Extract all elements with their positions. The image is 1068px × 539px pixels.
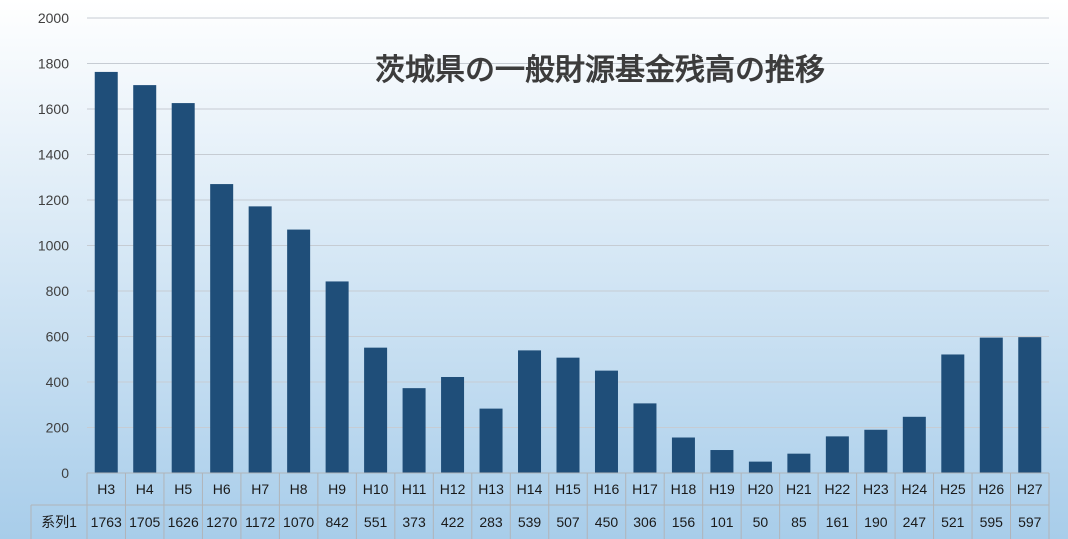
category-label: H9 [328,481,346,497]
data-value-label: 595 [980,514,1004,530]
y-axis-ticks: 0 200 400 600 800 1000 1200 1400 1600 1800 2000 [38,10,69,481]
y-tick-label: 400 [46,374,70,390]
bar-H13 [479,408,503,473]
bar-H24 [902,416,926,473]
data-value-label: 85 [791,514,807,530]
bar-H20 [748,461,772,473]
bar-H9 [325,281,349,473]
data-value-label: 842 [325,514,349,530]
data-value-label: 507 [556,514,580,530]
bar-H4 [133,85,157,474]
category-label: H7 [251,481,269,497]
bar-H21 [787,453,811,473]
y-tick-label: 200 [46,420,70,436]
bar-H6 [210,184,234,473]
data-value-label: 373 [402,514,426,530]
bar-H15 [556,357,580,473]
category-label: H6 [213,481,231,497]
data-value-label: 306 [633,514,657,530]
category-label: H21 [786,481,812,497]
category-label: H23 [863,481,889,497]
category-label: H11 [402,481,427,497]
data-value-label: 190 [864,514,888,530]
data-value-label: 1172 [245,514,275,530]
data-value-label: 539 [518,514,542,530]
bar-H7 [248,206,272,473]
y-tick-label: 1200 [38,192,69,208]
bar-H26 [979,337,1003,473]
data-value-label: 1705 [129,514,160,530]
data-value-label: 247 [903,514,927,530]
series-name-label: 系列1 [41,514,77,530]
category-label: H19 [709,481,735,497]
data-value-label: 283 [479,514,503,530]
chart-title: 茨城県の一般財源基金残高の推移 [375,53,825,88]
y-tick-label: 1600 [38,101,69,117]
category-label: H27 [1017,481,1043,497]
data-value-label: 101 [710,514,734,530]
bars [94,71,1042,474]
category-label: H25 [940,481,966,497]
y-tick-label: 1400 [38,147,69,163]
y-tick-label: 600 [46,329,70,345]
data-value-label: 521 [941,514,965,530]
category-label: H18 [671,481,697,497]
category-label: H4 [136,481,154,497]
bar-H8 [287,229,311,473]
data-value-label: 161 [826,514,850,530]
bar-H11 [402,388,426,473]
y-tick-label: 800 [46,283,70,299]
bar-H12 [441,376,465,473]
bar-H22 [825,436,849,473]
data-value-label: 50 [753,514,769,530]
data-value-label: 1270 [206,514,237,530]
category-label: H26 [978,481,1004,497]
category-label: H12 [440,481,466,497]
category-label: H24 [901,481,927,497]
bar-H14 [518,350,542,473]
data-value-label: 1626 [168,514,199,530]
bar-H27 [1018,337,1042,473]
category-label: H10 [363,481,389,497]
bar-H25 [941,354,965,473]
bar-H16 [594,370,618,473]
data-value-label: 1763 [91,514,122,530]
bar-H17 [633,403,657,473]
bar-H3 [94,71,118,473]
category-label: H14 [517,481,543,497]
data-value-label: 156 [672,514,696,530]
y-tick-label: 1000 [38,238,69,254]
data-value-label: 551 [364,514,388,530]
y-tick-label: 0 [61,465,69,481]
y-tick-label: 2000 [38,10,69,26]
category-label: H22 [825,481,851,497]
bar-H10 [364,347,388,473]
data-value-label: 422 [441,514,465,530]
y-tick-label: 1800 [38,56,69,72]
data-value-label: 450 [595,514,619,530]
bar-H19 [710,450,734,473]
bar-H23 [864,429,888,473]
data-table: 系列1 H3 1763 H4 1705 H5 1626 H6 1270 H7 1172 H8 1070 H… [30,472,1050,539]
category-label: H3 [97,481,115,497]
category-label: H8 [290,481,308,497]
category-label: H17 [632,481,658,497]
data-value-label: 597 [1018,514,1042,530]
category-label: H16 [594,481,620,497]
data-value-label: 1070 [283,514,314,530]
bar-H18 [671,437,695,473]
category-label: H20 [748,481,774,497]
category-label: H5 [174,481,192,497]
category-label: H15 [555,481,581,497]
bar-H5 [171,103,195,474]
category-label: H13 [478,481,504,497]
